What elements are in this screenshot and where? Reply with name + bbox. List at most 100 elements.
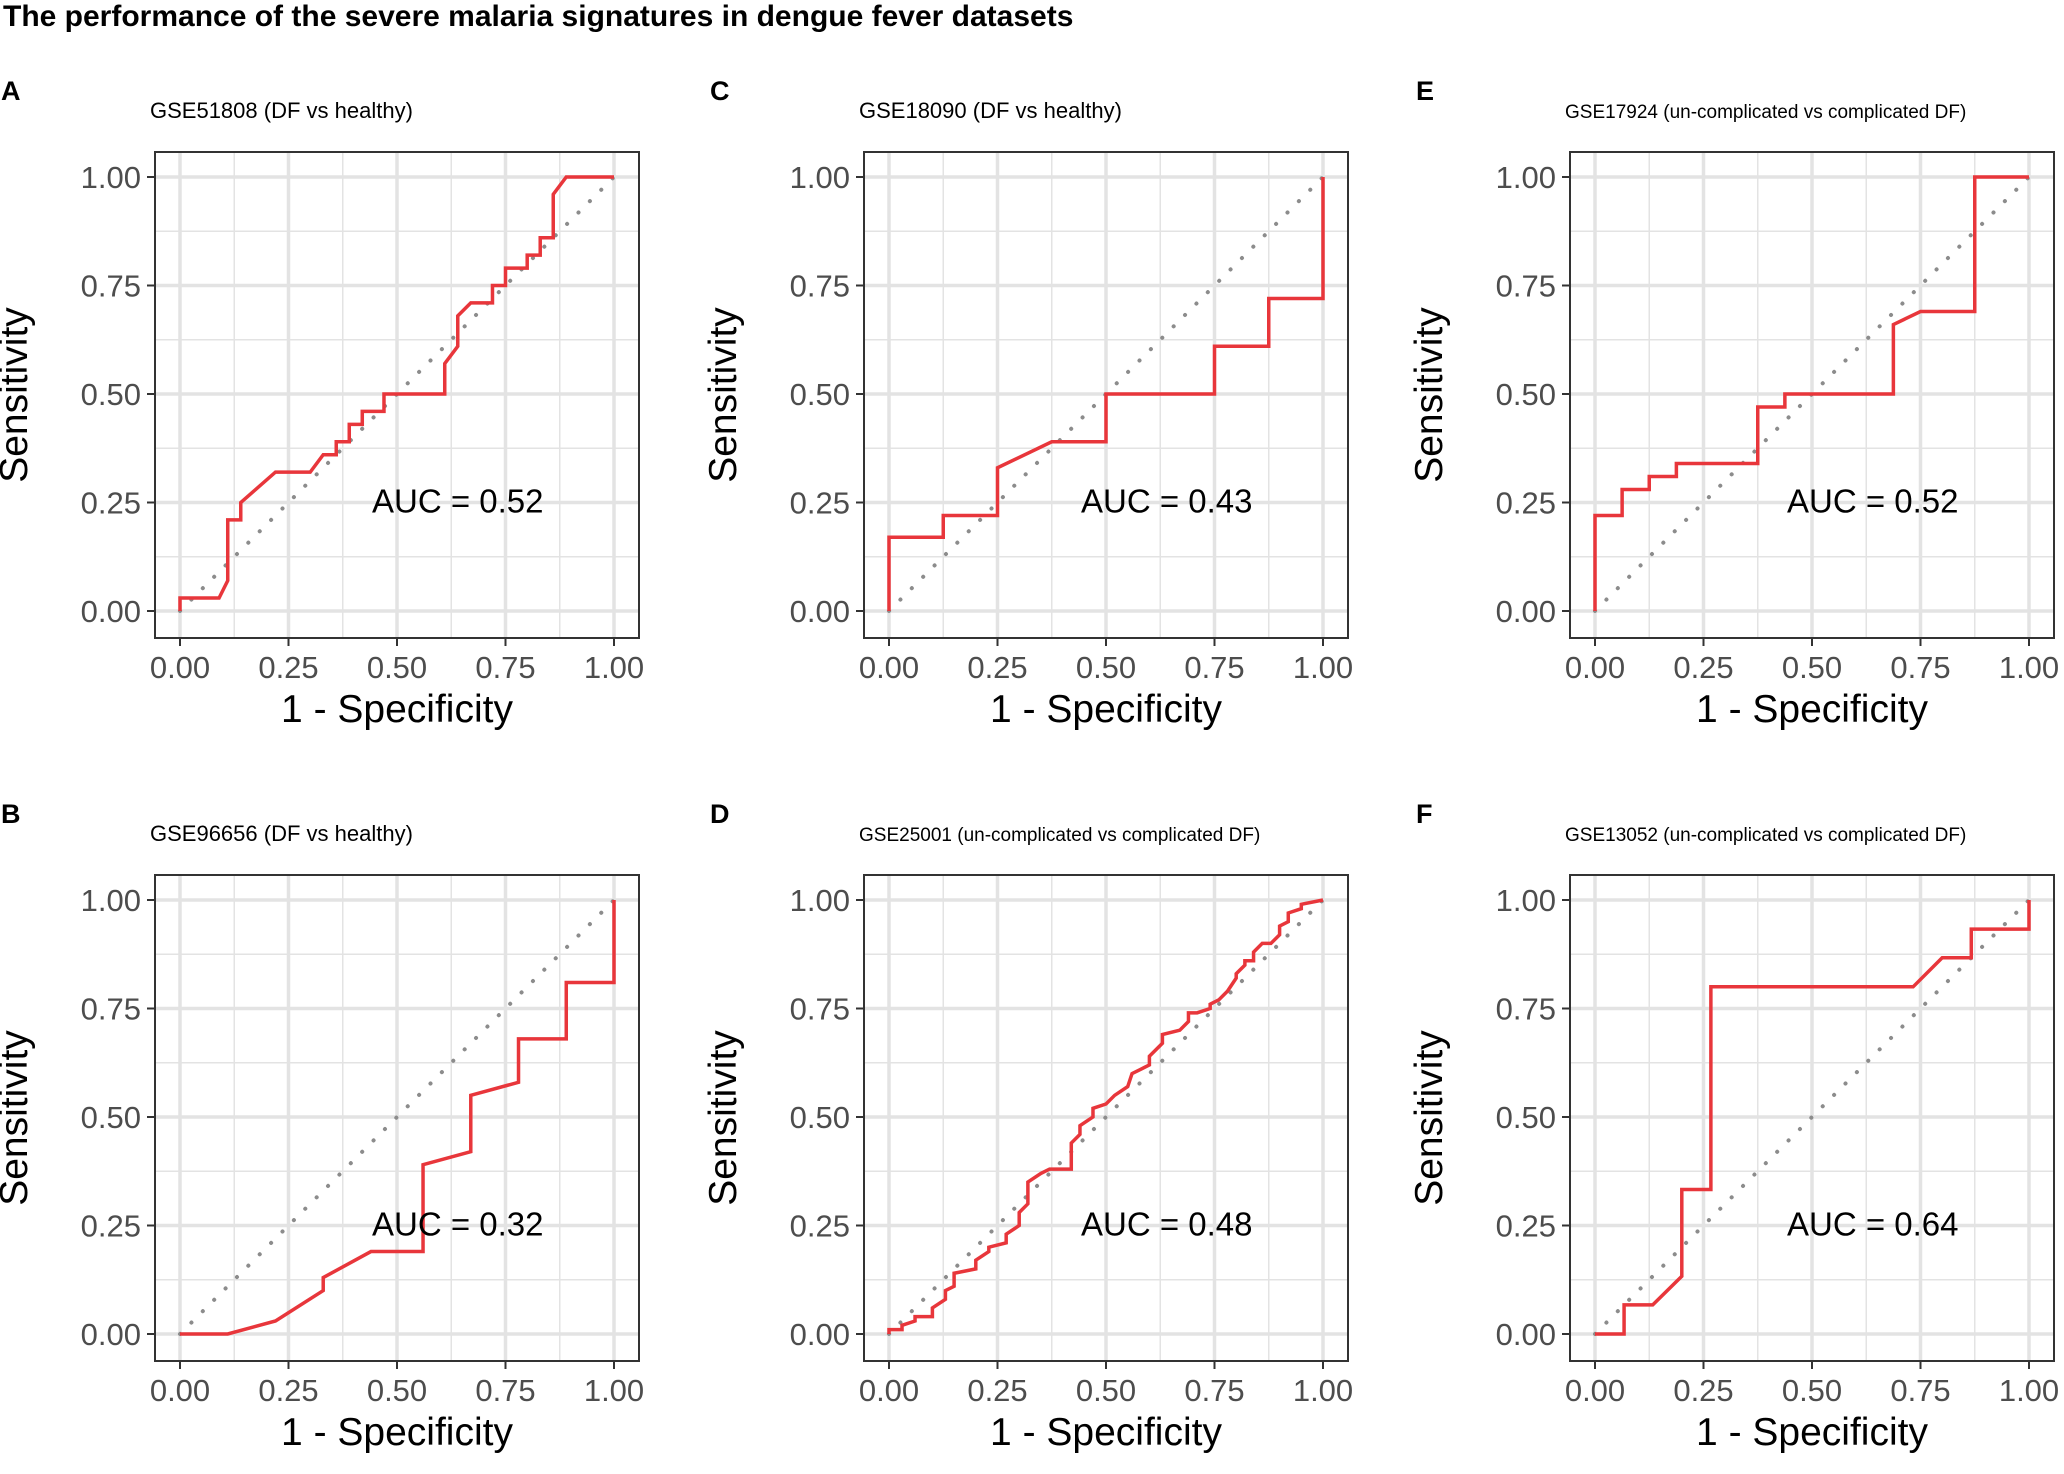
y-tick-label: 0.75 xyxy=(790,992,850,1027)
y-tick-label: 0.00 xyxy=(1496,1317,1556,1352)
y-tick-label: 0.00 xyxy=(81,594,141,629)
roc-panel-e: E GSE17924 (un-complicated vs complicated… xyxy=(1408,76,2059,731)
y-tick-label: 0.25 xyxy=(790,486,850,521)
y-tick-label: 0.25 xyxy=(1496,1209,1556,1244)
y-tick-label: 0.50 xyxy=(81,377,141,412)
x-tick-label: 1.00 xyxy=(1293,1373,1353,1408)
x-tick-label: 1.00 xyxy=(584,650,644,685)
y-tick-label: 0.50 xyxy=(1496,377,1556,412)
y-tick-label: 0.75 xyxy=(1496,269,1556,304)
x-tick-label: 0.25 xyxy=(258,1373,318,1408)
reference-diagonal-line xyxy=(1593,898,2031,1336)
roc-curve-line xyxy=(887,898,1324,1334)
y-axis-title: Sensitivity xyxy=(702,307,745,483)
x-axis-title: 1 - Specificity xyxy=(1696,688,1928,731)
x-axis-title: 1 - Specificity xyxy=(1696,1411,1928,1454)
panel-title-a: GSE51808 (DF vs healthy) xyxy=(150,98,413,123)
figure-title: The performance of the severe malaria si… xyxy=(3,0,1074,33)
panel-title-e: GSE17924 (un-complicated vs complicated … xyxy=(1565,102,1966,123)
x-axis-title: 1 - Specificity xyxy=(990,1411,1222,1454)
x-tick-label: 0.25 xyxy=(258,650,318,685)
y-tick-label: 0.75 xyxy=(81,269,141,304)
roc-panel-d: D GSE25001 (un-complicated vs complicated… xyxy=(702,799,1353,1454)
roc-panel-a: A GSE51808 (DF vs healthy) AUC = 0.52 0.00 0… xyxy=(0,76,644,731)
x-tick-label: 0.25 xyxy=(1673,1373,1733,1408)
x-tick-label: 0.00 xyxy=(1565,650,1625,685)
y-tick-label: 1.00 xyxy=(81,883,141,918)
x-tick-label: 0.25 xyxy=(967,650,1027,685)
panel-title-b: GSE96656 (DF vs healthy) xyxy=(150,821,413,846)
roc-curve-line xyxy=(1595,900,2031,1336)
panel-label-f: F xyxy=(1416,799,1433,829)
panel-label-a: A xyxy=(1,76,21,106)
auc-annotation: AUC = 0.48 xyxy=(1081,1206,1253,1243)
reference-diagonal-line xyxy=(178,898,616,1336)
x-tick-label: 0.00 xyxy=(150,1373,210,1408)
x-tick-label: 0.50 xyxy=(367,1373,427,1408)
x-tick-label: 0.00 xyxy=(859,1373,919,1408)
y-tick-label: 0.50 xyxy=(81,1100,141,1135)
panel-label-e: E xyxy=(1416,76,1434,106)
x-tick-label: 0.75 xyxy=(475,650,535,685)
y-tick-label: 0.50 xyxy=(790,1100,850,1135)
y-tick-label: 0.25 xyxy=(790,1209,850,1244)
x-tick-label: 0.00 xyxy=(150,650,210,685)
x-tick-label: 0.50 xyxy=(1782,650,1842,685)
roc-panel-f: F GSE13052 (un-complicated vs complicated… xyxy=(1408,799,2059,1454)
x-tick-label: 1.00 xyxy=(1999,650,2059,685)
x-tick-label: 0.00 xyxy=(859,650,919,685)
x-tick-label: 1.00 xyxy=(1293,650,1353,685)
panel-title-f: GSE13052 (un-complicated vs complicated … xyxy=(1565,825,1966,846)
x-tick-label: 0.75 xyxy=(1890,650,1950,685)
x-tick-label: 0.50 xyxy=(1782,1373,1842,1408)
y-tick-label: 0.75 xyxy=(81,992,141,1027)
x-tick-label: 0.25 xyxy=(1673,650,1733,685)
y-tick-label: 0.75 xyxy=(790,269,850,304)
panel-label-d: D xyxy=(710,799,730,829)
x-axis-title: 1 - Specificity xyxy=(281,1411,513,1454)
y-tick-label: 0.00 xyxy=(1496,594,1556,629)
y-tick-label: 1.00 xyxy=(1496,160,1556,195)
y-tick-label: 0.25 xyxy=(1496,486,1556,521)
auc-annotation: AUC = 0.52 xyxy=(372,483,544,520)
auc-annotation: AUC = 0.32 xyxy=(372,1206,544,1243)
y-tick-label: 1.00 xyxy=(790,883,850,918)
roc-panel-c: C GSE18090 (DF vs healthy) AUC = 0.43 0.00 0… xyxy=(702,76,1353,731)
x-tick-label: 0.75 xyxy=(1184,650,1244,685)
y-tick-label: 1.00 xyxy=(81,160,141,195)
x-axis-title: 1 - Specificity xyxy=(990,688,1222,731)
y-tick-label: 0.50 xyxy=(1496,1100,1556,1135)
y-tick-label: 1.00 xyxy=(1496,883,1556,918)
y-tick-label: 1.00 xyxy=(790,160,850,195)
x-tick-label: 0.25 xyxy=(967,1373,1027,1408)
x-tick-label: 1.00 xyxy=(584,1373,644,1408)
reference-diagonal-line xyxy=(887,898,1325,1336)
panel-label-b: B xyxy=(1,799,21,829)
y-axis-title: Sensitivity xyxy=(702,1030,745,1206)
x-tick-label: 0.75 xyxy=(1890,1373,1950,1408)
x-tick-label: 0.50 xyxy=(1076,650,1136,685)
x-tick-label: 0.75 xyxy=(1184,1373,1244,1408)
y-axis-title: Sensitivity xyxy=(0,307,36,483)
y-tick-label: 0.00 xyxy=(81,1317,141,1352)
roc-curve-line xyxy=(180,900,616,1336)
auc-annotation: AUC = 0.64 xyxy=(1787,1206,1959,1243)
roc-curve-line xyxy=(887,177,1325,611)
y-axis-title: Sensitivity xyxy=(1408,1030,1451,1206)
roc-curve-line xyxy=(1593,175,2029,611)
y-tick-label: 0.00 xyxy=(790,1317,850,1352)
y-tick-label: 0.00 xyxy=(790,594,850,629)
roc-curve-line xyxy=(178,175,614,611)
panel-title-c: GSE18090 (DF vs healthy) xyxy=(859,98,1122,123)
panel-label-c: C xyxy=(710,76,730,106)
y-axis-title: Sensitivity xyxy=(1408,307,1451,483)
x-tick-label: 0.00 xyxy=(1565,1373,1625,1408)
roc-panel-b: B GSE96656 (DF vs healthy) AUC = 0.32 0.00 0… xyxy=(0,799,644,1454)
x-axis-title: 1 - Specificity xyxy=(281,688,513,731)
y-axis-title: Sensitivity xyxy=(0,1030,36,1206)
x-tick-label: 1.00 xyxy=(1999,1373,2059,1408)
auc-annotation: AUC = 0.52 xyxy=(1787,483,1959,520)
x-tick-label: 0.50 xyxy=(1076,1373,1136,1408)
y-tick-label: 0.75 xyxy=(1496,992,1556,1027)
